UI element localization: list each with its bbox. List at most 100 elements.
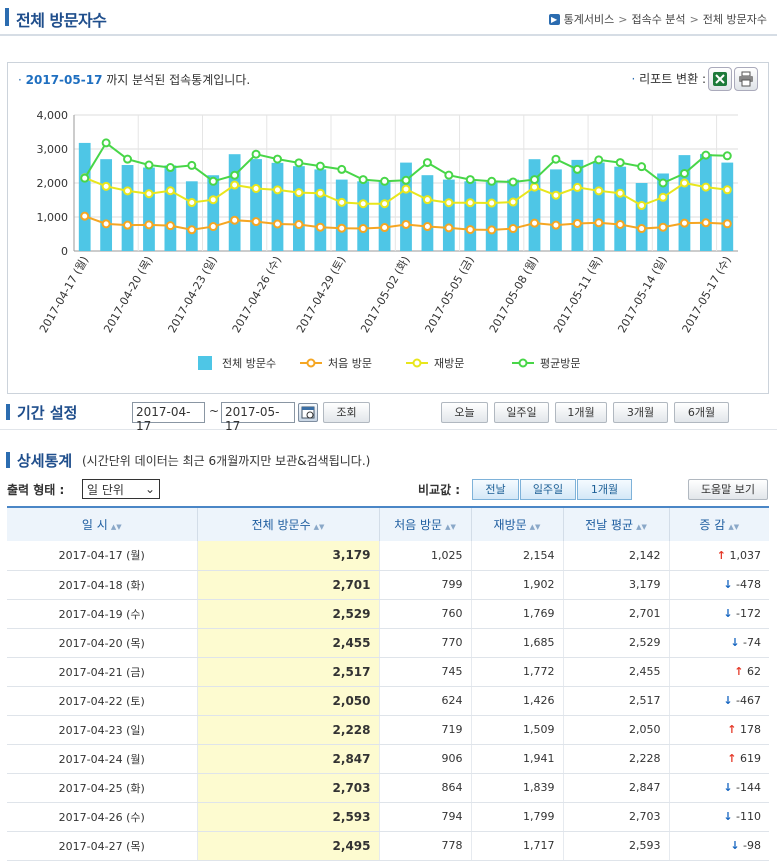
row-prev-avg: 2,517 <box>563 686 670 716</box>
quick-6month-button[interactable]: 6개월 <box>674 402 729 423</box>
calendar-button[interactable] <box>298 403 318 422</box>
series-point <box>165 163 175 173</box>
series-point <box>444 198 454 208</box>
series-point <box>679 168 689 178</box>
series-point <box>315 188 325 198</box>
end-date-input[interactable]: 2017-05-17 <box>221 402 295 433</box>
detail-note: (시간단위 데이터는 최근 6개월까지만 보관&검색됩니다.) <box>82 454 371 468</box>
row-total: 2,847 <box>197 744 380 774</box>
arrow-down-icon: ↓ <box>723 694 733 707</box>
bar-total-visits <box>657 173 669 251</box>
table-row: 2017-04-21 (금) 2,517 745 1,772 2,455 ↑ 62 <box>7 657 769 687</box>
excel-export-button[interactable] <box>708 67 732 91</box>
row-delta: ↓ -172 <box>669 599 769 629</box>
arrow-down-icon: ↓ <box>723 781 733 794</box>
series-point <box>422 222 432 232</box>
table-row: 2017-04-22 (토) 2,050 624 1,426 2,517 ↓ -467 <box>7 686 769 716</box>
row-date: 2017-04-26 (수) <box>7 802 198 832</box>
column-header[interactable]: 처음 방문 ▲▼ <box>379 506 472 541</box>
series-point <box>615 158 625 168</box>
series-point <box>101 138 111 148</box>
series-point <box>722 219 732 229</box>
breadcrumb-arrow-icon: ▶ <box>548 13 560 25</box>
bar-total-visits <box>528 159 541 251</box>
series-point <box>701 150 711 160</box>
row-date: 2017-04-20 (목) <box>7 628 198 658</box>
row-revisit: 1,426 <box>471 686 564 716</box>
bar-total-visits <box>250 159 262 251</box>
row-revisit: 1,717 <box>471 831 564 861</box>
row-date: 2017-04-24 (월) <box>7 744 198 774</box>
table-row: 2017-04-27 (목) 2,495 778 1,717 2,593 ↓ -98 <box>7 831 769 861</box>
arrow-up-icon: ↑ <box>734 665 744 678</box>
series-point <box>594 186 604 196</box>
breadcrumb-item[interactable]: 접속수 분석 <box>631 13 686 26</box>
help-button[interactable]: 도움말 보기 <box>688 479 768 500</box>
quick-1month-button[interactable]: 1개월 <box>555 402 607 423</box>
series-point <box>615 219 625 229</box>
series-point <box>679 218 689 228</box>
row-total: 3,179 <box>197 541 380 571</box>
column-header[interactable]: 증 감 ▲▼ <box>669 506 769 541</box>
row-first-visit: 1,025 <box>379 541 472 571</box>
column-header[interactable]: 재방문 ▲▼ <box>471 506 564 541</box>
series-point <box>594 218 604 228</box>
column-header[interactable]: 전날 평균 ▲▼ <box>563 506 670 541</box>
series-point <box>572 218 582 228</box>
series-point <box>358 224 368 234</box>
compare-tab-week[interactable]: 일주일 <box>520 479 576 500</box>
sort-icon[interactable]: ▲▼ <box>313 523 325 531</box>
table-row: 2017-04-17 (월) 3,179 1,025 2,154 2,142 ↑ 1,03… <box>7 541 769 571</box>
series-point <box>123 186 133 196</box>
print-button[interactable] <box>734 67 758 91</box>
quick-week-button[interactable]: 일주일 <box>494 402 549 423</box>
arrow-up-icon: ↑ <box>727 752 737 765</box>
search-button[interactable]: 조회 <box>323 402 370 423</box>
column-header[interactable]: 전체 방문수 ▲▼ <box>197 506 380 541</box>
row-total: 2,529 <box>197 599 380 629</box>
bar-total-visits <box>207 175 220 251</box>
series-point <box>422 158 432 168</box>
calendar-icon <box>301 406 315 419</box>
sort-icon[interactable]: ▲▼ <box>110 523 122 531</box>
legend-label: 처음 방문 <box>328 357 372 370</box>
sort-icon[interactable]: ▲▼ <box>728 523 740 531</box>
series-point <box>380 176 390 186</box>
sort-icon[interactable]: ▲▼ <box>636 523 647 531</box>
column-header[interactable]: 일 시 ▲▼ <box>7 506 198 541</box>
series-point <box>337 164 347 174</box>
series-point <box>315 161 325 171</box>
x-tick-label: 2017-05-17 (수) <box>680 254 734 335</box>
bar-total-visits <box>271 162 284 251</box>
series-point <box>530 175 540 185</box>
breadcrumb-item[interactable]: 통계서비스 <box>563 13 615 26</box>
y-tick-label: 3,000 <box>37 143 69 156</box>
start-date-input[interactable]: 2017-04-17 <box>132 402 205 433</box>
bullet-icon: · <box>18 73 22 87</box>
series-point <box>187 160 197 170</box>
analysis-summary: · 2017-05-17 까지 분석된 접속통계입니다. <box>18 71 250 88</box>
row-prev-avg: 2,529 <box>563 628 670 658</box>
sort-icon[interactable]: ▲▼ <box>529 523 541 531</box>
detail-stats-header: 상세통계 (시간단위 데이터는 최근 6개월까지만 보관&검색됩니다.) <box>0 447 777 473</box>
output-format-select[interactable]: 일 단위 ⌄ <box>82 479 160 499</box>
series-point <box>401 219 411 229</box>
series-point <box>272 154 282 164</box>
series-point <box>401 184 411 194</box>
series-point <box>487 198 497 208</box>
bar-total-visits <box>442 179 455 251</box>
series-point <box>444 170 454 180</box>
quick-3month-button[interactable]: 3개월 <box>613 402 668 423</box>
compare-tab-prevday[interactable]: 전날 <box>472 479 519 500</box>
series-point <box>123 220 133 230</box>
series-point <box>144 220 154 230</box>
sort-icon[interactable]: ▲▼ <box>445 523 456 531</box>
series-point <box>722 185 732 195</box>
series-point <box>230 170 240 180</box>
quick-today-button[interactable]: 오늘 <box>441 402 488 423</box>
compare-tab-month[interactable]: 1개월 <box>577 479 632 500</box>
bar-total-visits <box>185 181 198 251</box>
table-header-row: 일 시 ▲▼ 전체 방문수 ▲▼ 처음 방문 ▲▼ 재방문 ▲▼ 전날 평균 ▲▼ 증 감 ▲▼ <box>7 506 769 541</box>
series-point <box>658 222 668 232</box>
row-delta: ↓ -144 <box>669 773 769 803</box>
